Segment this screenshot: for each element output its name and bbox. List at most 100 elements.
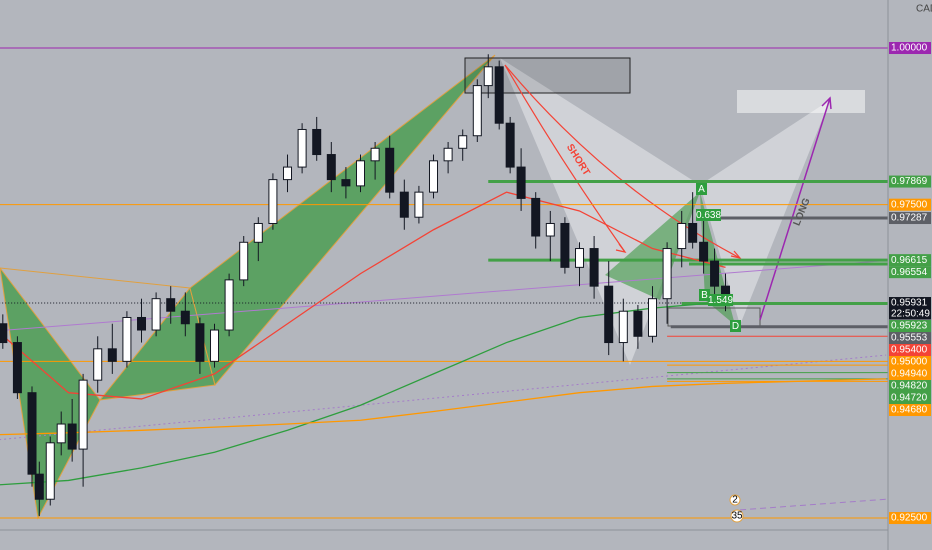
- candle-body: [677, 222, 687, 250]
- candle-body: [137, 316, 147, 331]
- candle-body: [399, 191, 409, 218]
- price-label: 1.00000: [891, 43, 928, 54]
- price-label-box: [889, 512, 931, 525]
- ratio-label: 1.549: [708, 295, 733, 306]
- candle-body: [180, 310, 190, 325]
- candle-body: [633, 310, 643, 337]
- candle-body: [458, 135, 468, 149]
- price-label-box: [889, 320, 931, 333]
- price-label-box: [889, 380, 931, 393]
- price-label-box: [889, 266, 931, 279]
- price-label: 0.94680: [891, 405, 928, 416]
- price-label-box: [889, 212, 931, 225]
- candle-body: [429, 160, 439, 193]
- price-label: 0.94820: [891, 381, 928, 392]
- price-label-box: [889, 198, 931, 211]
- candle-body: [151, 298, 161, 331]
- price-label: 0.94940: [891, 369, 928, 380]
- price-label-box: [889, 42, 931, 55]
- candle-body: [370, 147, 380, 162]
- candle-body: [618, 310, 628, 344]
- candle-body: [341, 179, 351, 187]
- candle-body: [195, 323, 205, 362]
- candle-body: [27, 392, 37, 475]
- ratio-badge: [708, 294, 733, 306]
- pattern-leg: [605, 192, 700, 300]
- candle-body: [516, 166, 526, 199]
- price-label-box: [889, 404, 931, 417]
- candle-body: [414, 191, 424, 218]
- candle-body: [239, 241, 249, 281]
- trendline: [0, 259, 887, 332]
- arrow-head: [615, 243, 627, 253]
- moving-average: [0, 378, 887, 436]
- price-label: 0.95553: [891, 333, 928, 344]
- point-badge: [696, 183, 707, 195]
- candle-body: [443, 147, 453, 162]
- price-label-box: [889, 297, 931, 310]
- candle-body: [560, 222, 570, 268]
- candle-body: [326, 154, 336, 181]
- event-label[interactable]: 35: [731, 511, 743, 522]
- point-label: B: [701, 290, 708, 301]
- price-label-box: [889, 392, 931, 405]
- candle-body: [648, 298, 658, 337]
- candle-body: [283, 166, 293, 181]
- long-arrow: [759, 97, 831, 321]
- price-label: 0.94720: [891, 393, 928, 404]
- candle-body: [78, 379, 88, 450]
- candle-body: [210, 329, 220, 362]
- event-icon[interactable]: [729, 494, 741, 506]
- price-label-box: [889, 368, 931, 381]
- candle-body: [12, 342, 22, 394]
- pattern-line: [0, 267, 191, 289]
- candle-body: [224, 279, 234, 331]
- price-axis: 1.00000 0.97869 0.97500 0.97287 0.966150.965…: [889, 42, 931, 525]
- candle-body: [268, 179, 278, 224]
- candle-body: [385, 147, 395, 193]
- candle-body: [67, 423, 77, 450]
- price-label: 0.92500: [891, 513, 928, 524]
- price-label: 0.96615: [891, 255, 928, 266]
- ratio-badge: [696, 209, 721, 221]
- candle-body: [575, 248, 585, 268]
- candle-body: [56, 423, 66, 444]
- price-label: 0.97500: [891, 199, 928, 210]
- countdown: 22:50:49: [891, 309, 930, 320]
- price-label-box: [889, 254, 931, 267]
- price-label: 0.95400: [891, 345, 928, 356]
- candle-body: [604, 285, 614, 344]
- pattern-leg: [700, 100, 830, 325]
- price-label: 0.97869: [891, 176, 928, 187]
- candle-body: [45, 442, 55, 500]
- arrow-head: [821, 96, 832, 110]
- price-label: 0.95923: [891, 321, 928, 332]
- timer-box: [889, 308, 931, 320]
- currency-label: CAD: [916, 4, 932, 15]
- price-label: 0.97287: [891, 213, 928, 224]
- price-label-box: [889, 332, 931, 345]
- event-icon[interactable]: [730, 509, 744, 523]
- candle-body: [122, 316, 132, 362]
- price-label: 0.95000: [891, 357, 928, 368]
- candle-body: [699, 241, 709, 262]
- point-label: D: [732, 321, 739, 332]
- arrow-head: [730, 250, 742, 259]
- candle-body: [34, 473, 44, 500]
- trendline: [0, 354, 887, 441]
- trendline: [740, 498, 887, 511]
- ratio-label: 0.638: [696, 210, 721, 221]
- price-label-box: [889, 356, 931, 369]
- moving-average: [0, 191, 726, 400]
- candle-body: [505, 122, 515, 168]
- candle-body: [312, 128, 322, 156]
- point-badge: [730, 320, 741, 332]
- event-label[interactable]: 2: [732, 495, 738, 506]
- candle-body: [253, 222, 263, 243]
- candle-body: [494, 66, 504, 124]
- price-label: 0.95931: [891, 298, 928, 309]
- series: [0, 47, 888, 519]
- candle-body: [589, 248, 599, 287]
